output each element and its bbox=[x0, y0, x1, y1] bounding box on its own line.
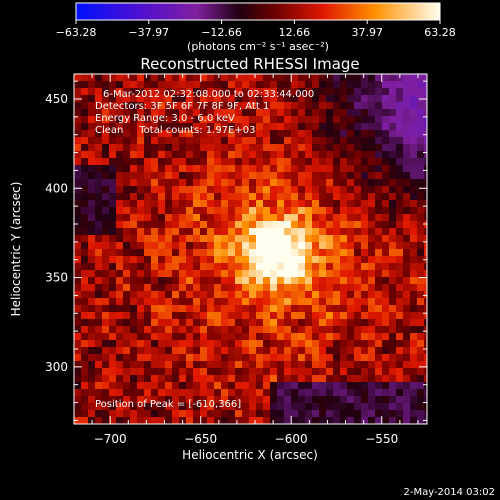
colorbar-tick-label: 37.97 bbox=[351, 26, 383, 39]
chart-title: Reconstructed RHESSI Image bbox=[140, 55, 359, 73]
x-axis-label: Heliocentric X (arcsec) bbox=[182, 448, 318, 462]
colorbar-tick-label: 12.66 bbox=[279, 26, 311, 39]
annotation-time-range: 6-Mar-2012 02:32:08.000 to 02:33:44.000 bbox=[103, 89, 314, 100]
y-axis-label: Heliocentric Y (arcsec) bbox=[9, 182, 23, 317]
colorbar-tick-labels: −63.28 −37.97 −12.66 12.66 37.97 63.28 bbox=[56, 26, 456, 39]
colorbar-ticks bbox=[75, 20, 441, 24]
annotation-total-counts: Clean Total counts: 1.97E+03 bbox=[95, 125, 255, 136]
y-tick-label: 400 bbox=[45, 181, 68, 195]
y-tick-label: 300 bbox=[45, 360, 68, 374]
annotation-detectors: Detectors: 3F 5F 6F 7F 8F 9F, Att 1 bbox=[95, 101, 269, 112]
y-tick-label: 450 bbox=[45, 92, 68, 106]
peak-position-label: Position of Peak = [-610,366] bbox=[95, 399, 241, 410]
x-tick-label: −650 bbox=[184, 432, 217, 446]
colorbar-tick-label: 63.28 bbox=[424, 26, 456, 39]
annotation-energy-range: Energy Range: 3.0 - 6.0 keV bbox=[95, 113, 235, 124]
plot-frame bbox=[73, 73, 428, 425]
heatmap-image bbox=[74, 74, 427, 424]
colorbar-tick-label: −12.66 bbox=[201, 26, 242, 39]
footer-timestamp: 2-May-2014 03:02 bbox=[403, 487, 495, 498]
colorbar-tick-label: −37.97 bbox=[128, 26, 169, 39]
x-tick-label: −550 bbox=[365, 432, 398, 446]
x-tick-labels: −700 −650 −600 −550 bbox=[94, 432, 399, 446]
colorbar-units: (photons cm⁻² s⁻¹ asec⁻²) bbox=[187, 40, 329, 53]
y-tick-label: 350 bbox=[45, 271, 68, 285]
colorbar-tick-label: −63.28 bbox=[56, 26, 97, 39]
x-tick-label: −600 bbox=[275, 432, 308, 446]
y-tick-labels: 300 350 400 450 bbox=[45, 92, 68, 374]
colorbar bbox=[75, 2, 441, 21]
y-axis-ticks bbox=[74, 80, 427, 421]
x-axis-ticks bbox=[73, 74, 419, 424]
x-tick-label: −700 bbox=[94, 432, 127, 446]
